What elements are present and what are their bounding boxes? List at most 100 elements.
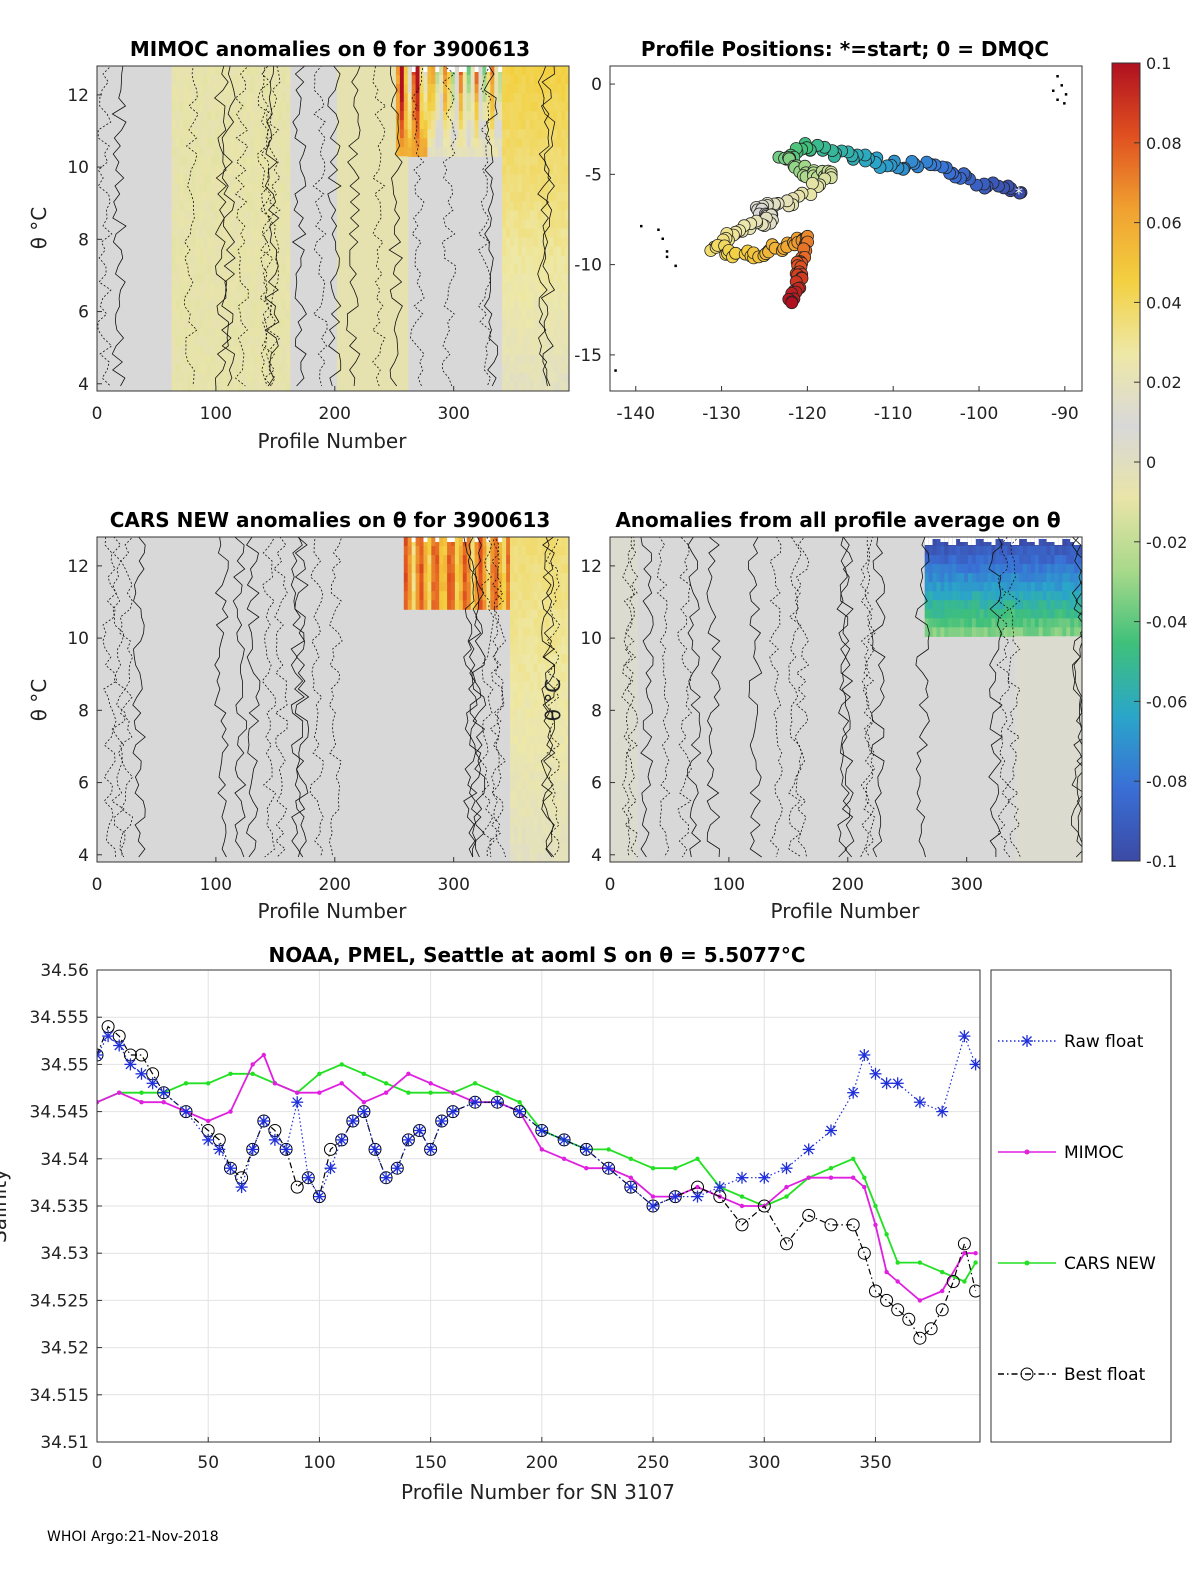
heatmap-cell (525, 282, 531, 293)
heatmap-cell (1066, 591, 1071, 601)
heatmap-cell (352, 192, 358, 202)
heatmap-cell (561, 210, 566, 220)
heatmap-cell (617, 537, 623, 547)
heatmap-cell (1062, 726, 1067, 737)
heatmap-cell (960, 573, 965, 583)
heatmap-cell (238, 327, 244, 338)
heatmap-cell (211, 246, 216, 257)
heatmap-cell (553, 816, 558, 827)
heatmap-cell (218, 345, 224, 356)
heatmap-gap (423, 66, 428, 72)
heatmap-cell (1034, 708, 1040, 719)
heatmap-cell (1054, 573, 1059, 583)
heatmap-cell (513, 300, 519, 311)
heatmap-cell (199, 165, 204, 175)
heatmap-cell (1042, 798, 1048, 809)
heatmap-cell (525, 672, 531, 682)
heatmap-cell (610, 834, 615, 845)
heatmap-cell (250, 363, 255, 374)
heatmap-cell (525, 699, 531, 710)
heatmap-cell (1038, 555, 1044, 565)
heatmap-cell (1015, 853, 1020, 862)
heatmap-cell (565, 789, 569, 800)
heatmap-cell (388, 156, 393, 166)
heatmap-cell (502, 582, 507, 592)
heatmap-cell (610, 798, 615, 809)
heatmap-cell (1011, 600, 1016, 610)
heatmap-cell (380, 201, 385, 211)
heatmap-cell (537, 780, 542, 791)
heatmap-cell (565, 690, 569, 701)
heatmap-cell (533, 147, 539, 157)
heatmap-cell (368, 84, 373, 94)
heatmap-cell (1062, 600, 1067, 610)
heatmap-cell (553, 726, 558, 737)
heatmap-cell (336, 75, 342, 85)
heatmap-cell (513, 591, 519, 601)
heatmap-cell (230, 228, 236, 239)
heatmap-cell (549, 771, 554, 782)
heatmap-cell (537, 102, 542, 112)
heatmap-cell (956, 600, 961, 610)
heatmap-cell (510, 129, 515, 139)
heatmap-cell (513, 789, 519, 800)
heatmap-cell (525, 708, 531, 719)
heatmap-cell (274, 165, 279, 175)
heatmap-cell (380, 165, 385, 175)
heatmap-cell (610, 780, 615, 791)
heatmap-cell (553, 291, 558, 302)
heatmap-cell (356, 255, 362, 266)
heatmap-cell (533, 84, 539, 94)
heatmap-cell (1034, 726, 1040, 737)
heatmap-cell (1050, 555, 1055, 565)
heatmap-cell (498, 102, 503, 112)
heatmap-cell (348, 210, 354, 220)
heatmap-cell (633, 798, 639, 809)
heatmap-cell (199, 282, 204, 293)
heatmap-gap (979, 537, 985, 539)
heatmap-cell (928, 582, 934, 592)
heatmap-cell (513, 780, 519, 791)
heatmap-cell (454, 600, 460, 610)
heatmap-cell (553, 228, 558, 239)
heatmap-cell (179, 309, 185, 320)
heatmap-cell (175, 345, 181, 356)
heatmap-cell (356, 336, 362, 347)
heatmap-cell (633, 807, 639, 818)
heatmap-cell (270, 255, 275, 266)
heatmap-cell (517, 825, 523, 836)
heatmap-cell (533, 201, 539, 211)
heatmap-cell (1007, 618, 1012, 628)
heatmap-cell (250, 354, 255, 365)
heatmap-cell (435, 600, 440, 610)
heatmap-cell (218, 228, 224, 239)
heatmap-cell (1054, 600, 1059, 610)
heatmap-cell (490, 75, 495, 85)
heatmap-cell (175, 336, 181, 347)
heatmap-cell (262, 246, 267, 257)
heatmap-cell (633, 853, 639, 862)
heatmap-cell (1066, 780, 1071, 791)
heatmap-cell (195, 192, 200, 202)
heatmap-cell (1070, 636, 1075, 646)
heatmap-cell (266, 382, 271, 391)
heatmap-cell (561, 573, 566, 583)
heatmap-cell (1042, 672, 1048, 682)
contour-line (184, 66, 199, 387)
heatmap-cell (1070, 853, 1075, 862)
heatmap-cell (1074, 618, 1079, 628)
heatmap-cell (565, 255, 569, 266)
heatmap-cell (226, 129, 232, 139)
heatmap-cell (266, 102, 271, 112)
heatmap-cell (502, 537, 507, 547)
heatmap-cell (340, 291, 346, 302)
heatmap-cell (364, 201, 369, 211)
heatmap-cell (557, 600, 562, 610)
heatmap-cell (348, 156, 354, 166)
heatmap-cell (368, 264, 373, 275)
heatmap-cell (274, 345, 279, 356)
heatmap-cell (344, 201, 350, 211)
heatmap-cell (262, 165, 267, 175)
heatmap-cell (940, 555, 945, 565)
heatmap-cell (486, 555, 491, 565)
